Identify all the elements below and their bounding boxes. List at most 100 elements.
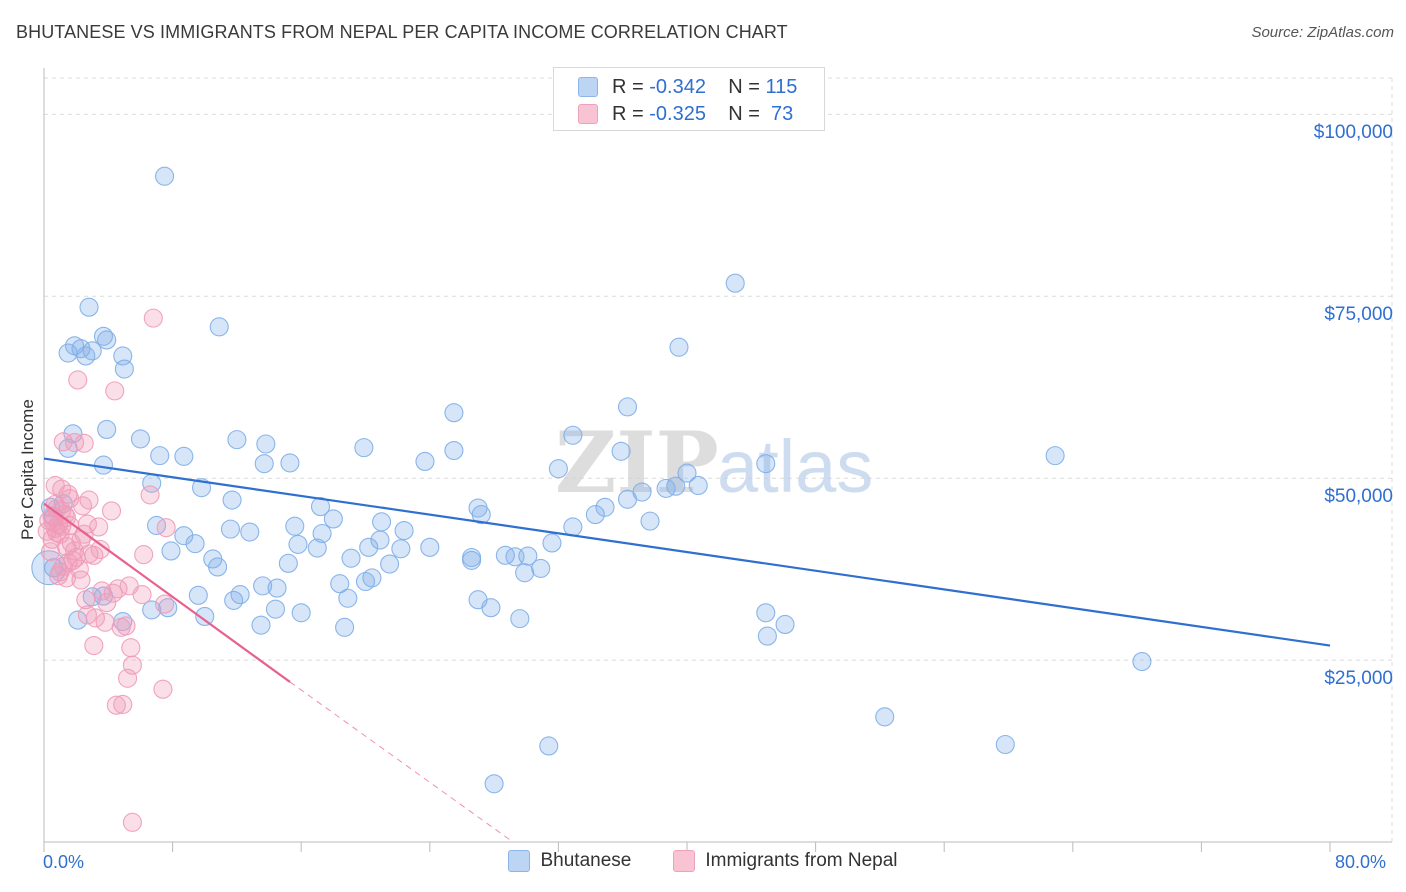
nepal-point-42 [48,566,69,586]
bhutanese-point-16 [97,419,117,439]
bhutanese-point-68 [288,534,308,554]
n-value-2: 73 [765,102,794,125]
legend-swatch-blue [508,850,531,872]
nepal-point-15 [73,496,93,516]
stats-swatch-pink [578,104,598,124]
bhutanese-point-14 [617,397,638,417]
nepal-point-19 [140,485,160,505]
y-axis-label: Per Capita Income [18,399,37,540]
nepal-point-50 [103,583,123,603]
bhutanese-point-22 [354,438,374,458]
bhutanese-point-78 [462,550,482,570]
legend-label-bhutanese: Bhutanese [540,850,632,871]
bhutanese-point-55 [285,516,305,536]
nepal-point-5 [74,433,94,453]
nepal-point-1 [68,370,88,390]
nepal-point-51 [132,585,152,605]
bhutanese-point-13 [114,359,134,379]
bhutanese-point-35 [677,463,697,483]
bhutanese-point-77 [278,553,298,573]
bhutanese-point-81 [531,558,551,578]
r-value-2: -0.325 [649,102,706,125]
series-bhutanese [31,166,1152,794]
nepal-point-72 [90,539,110,560]
legend-item-bhutanese[interactable]: Bhutanese [508,850,631,872]
bhutanese-point-73 [161,541,181,561]
bhutanese-point-110 [875,707,895,727]
nepal-point-65 [113,694,133,715]
bhutanese-point-60 [394,521,414,541]
bhutanese-point-79 [380,554,400,574]
watermark-atlas: atlas [717,425,873,508]
x-tick-min: 0.0% [43,852,85,872]
watermark: ZIP atlas [555,413,873,512]
bhutanese-point-15 [444,403,464,423]
bhutanese-point-18 [563,425,583,445]
nepal-point-56 [85,608,105,628]
nepal-point-67 [122,812,142,832]
bhutanese-point-61 [174,526,194,546]
bhutanese-point-1 [725,273,745,293]
bhutanese-point-80 [208,557,228,577]
nepal-point-52 [76,590,96,610]
bhutanese-point-47 [595,497,615,517]
legend-label-nepal: Immigrants from Nepal [705,850,898,871]
y-tick-label-0: $25,000 [1324,668,1393,690]
bhutanese-point-101 [510,609,530,629]
bhutanese-point-66 [542,533,562,553]
bhutanese-point-24 [611,441,631,461]
bhutanese-point-34 [548,459,568,479]
series-nepal [37,308,176,832]
nepal-point-71 [69,559,89,579]
legend-swatch-pink [673,850,696,872]
y-tick-label-1: $50,000 [1324,486,1393,508]
nepal-point-40 [53,556,73,576]
bhutanese-point-62 [185,534,205,554]
bhutanese-point-25 [444,440,464,461]
bhutanese-point-10 [76,346,96,366]
nepal-point-69 [61,533,81,553]
bhutanese-point-49 [471,505,491,525]
bhutanese-point-40 [666,476,686,496]
bhutanese-point-63 [370,530,390,550]
bhutanese-point-12 [669,337,689,357]
bhutanese-point-54 [563,517,583,537]
x-tick-max: 80.0% [1335,852,1387,872]
bhutanese-point-45 [310,497,331,517]
nepal-point-68 [42,529,62,549]
nepal-point-70 [40,542,60,562]
bhutanese-point-96 [265,599,286,619]
y-tick-label-3: $100,000 [1313,122,1393,144]
r-value-1: -0.342 [649,75,706,98]
bhutanese-point-29 [415,451,435,472]
bhutanese-point-113 [484,774,504,794]
y-tick-label-2: $75,000 [1324,304,1393,326]
bhutanese-point-39 [656,478,676,498]
axes [43,68,1392,852]
bhutanese-point-90 [188,585,208,605]
bhutanese-point-99 [291,603,311,623]
bhutanese-point-56 [640,511,660,531]
bhutanese-point-86 [253,576,273,596]
bhutanese-point-69 [307,538,327,558]
bhutanese-point-27 [174,446,194,466]
trend-line-nepal-extension [289,681,514,843]
nepal-point-61 [121,638,141,658]
legend-item-nepal[interactable]: Immigrants from Nepal [673,850,898,872]
bhutanese-point-0 [155,166,175,186]
bhutanese-point-8 [82,341,102,361]
bhutanese-point-51 [323,509,343,529]
bhutanese-point-111 [995,734,1015,755]
bhutanese-point-88 [338,588,358,608]
bhutanese-point-53 [146,515,167,536]
bhutanese-point-19 [130,429,150,449]
source-label: Source: ZipAtlas.com [1251,24,1394,41]
r-label-1: R = [612,75,650,98]
nepal-point-57 [95,612,115,632]
stats-swatch-blue [578,77,598,97]
nepal-point-66 [106,695,126,715]
bhutanese-point-30 [280,453,300,473]
bhutanese-point-33 [93,455,114,475]
watermark-zip: ZIP [555,413,719,512]
bhutanese-point-108 [775,614,795,634]
